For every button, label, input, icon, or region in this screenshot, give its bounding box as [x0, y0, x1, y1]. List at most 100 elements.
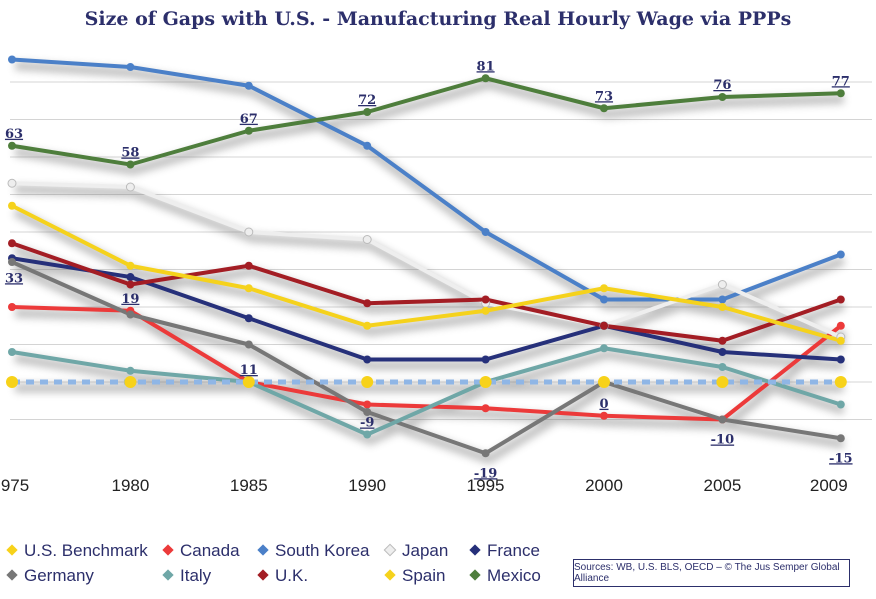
uk-point [244, 261, 253, 270]
uk-point [600, 321, 608, 330]
legend-marker [6, 569, 18, 581]
series-points [6, 55, 847, 458]
south_korea-point [836, 250, 845, 259]
legend-label: South Korea [275, 541, 370, 560]
data-label: 67 [240, 112, 258, 127]
france-point [244, 314, 253, 323]
mexico-point [836, 89, 845, 98]
x-tick-label: 1990 [348, 476, 386, 495]
spain-point [481, 306, 490, 315]
spain-line [11, 203, 842, 343]
japan-point [717, 280, 727, 289]
south_korea-point [363, 141, 372, 150]
germany-point [836, 434, 845, 443]
germany-point [126, 310, 135, 319]
spain-point [363, 321, 372, 330]
x-tick-label: 2000 [585, 476, 623, 495]
japan-point [362, 235, 372, 244]
france-point [718, 348, 727, 356]
data-label: 58 [121, 146, 139, 161]
data-label: 77 [832, 74, 850, 89]
data-label: 19 [121, 292, 139, 307]
data-label: 63 [5, 127, 23, 142]
mexico-point [126, 160, 135, 169]
germany-line [11, 260, 842, 456]
france-line [11, 256, 841, 362]
legend-label: Mexico [487, 566, 541, 585]
us-point [479, 376, 492, 388]
italy-point [836, 400, 845, 409]
spain-point [718, 303, 727, 311]
data-label: 76 [713, 78, 731, 93]
canada-point [836, 321, 845, 330]
x-tick-label: 975 [1, 476, 29, 495]
japan-point [7, 178, 17, 188]
legend-marker [383, 543, 397, 557]
germany-point [718, 415, 727, 424]
south_korea-line [11, 57, 842, 302]
us-point [834, 376, 847, 388]
data-label: 33 [5, 271, 23, 286]
france-point [836, 355, 845, 364]
data-label: 72 [358, 93, 376, 108]
mexico-point [718, 93, 727, 101]
data-label: 0 [599, 397, 608, 412]
japan-line [11, 181, 842, 339]
data-labels: 33 63 19 58 11 67 72 -9 81 -19 73 0 76 -10 77 -15 [5, 59, 853, 481]
legend-marker [257, 569, 269, 581]
us-point [242, 376, 255, 388]
uk-point [718, 336, 727, 345]
japan-point [244, 227, 254, 237]
germany-point [481, 449, 490, 458]
legend-marker [162, 569, 174, 581]
uk-point [481, 295, 490, 304]
source-note: Sources: WB, U.S. BLS, OECD – © The Jus … [573, 559, 850, 587]
italy-point [363, 430, 372, 439]
italy-shadow [14, 349, 846, 446]
data-label: 11 [240, 363, 258, 378]
uk-point [8, 239, 16, 248]
legend-marker [257, 544, 269, 556]
legend-label: U.K. [275, 566, 308, 585]
italy-line [11, 346, 842, 437]
canada-point [8, 303, 16, 311]
mexico-point [8, 141, 16, 150]
canada-point [600, 411, 608, 420]
chart-title: Size of Gaps with U.S. - Manufacturing R… [85, 8, 792, 30]
x-tick-label: 1995 [467, 476, 505, 495]
legend-marker [384, 569, 396, 581]
south_korea-point [718, 295, 727, 304]
germany-point [8, 258, 16, 266]
south_korea-point [126, 63, 135, 71]
south_korea-point [481, 228, 490, 236]
canada-point [481, 404, 490, 413]
legend-label: Germany [24, 566, 94, 585]
spain-shadow [12, 207, 846, 352]
japan-point [125, 182, 135, 192]
mexico-point [244, 126, 253, 135]
series-lines [11, 57, 843, 456]
legend-label: France [487, 541, 540, 560]
uk-shadow [13, 245, 846, 352]
us-point [716, 376, 729, 388]
uk-point [836, 295, 845, 304]
legend-label: Canada [180, 541, 240, 560]
legend-marker [469, 569, 481, 581]
legend-label: Spain [402, 566, 445, 585]
legend-marker [6, 544, 18, 556]
uk-line [11, 241, 842, 343]
south_korea-point [600, 295, 608, 304]
south_korea-point [8, 55, 16, 64]
spain-point [126, 261, 135, 270]
mexico-point [600, 104, 608, 113]
data-label: -10 [711, 433, 735, 448]
uk-point [126, 280, 135, 289]
germany-point [244, 340, 253, 349]
spain-point [600, 284, 608, 293]
line-shadows [12, 61, 847, 465]
mexico-line [11, 76, 841, 167]
france-point [126, 273, 135, 281]
data-label: 73 [595, 89, 613, 104]
canada-point [363, 400, 372, 409]
legend-marker [162, 544, 174, 556]
